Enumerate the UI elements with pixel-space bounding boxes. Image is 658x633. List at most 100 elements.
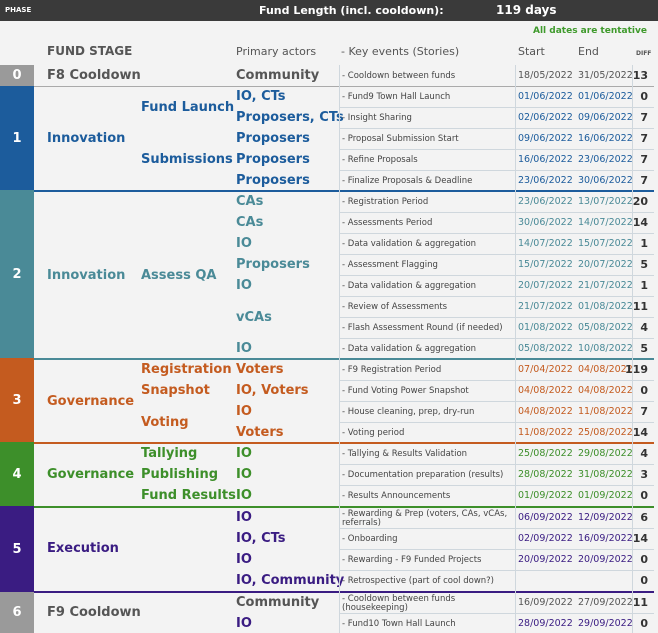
divider <box>34 591 654 593</box>
event-label: - Cooldown between funds <box>342 594 456 604</box>
start-date: 01/08/2022 <box>518 322 573 333</box>
actor-label: Voters <box>236 425 284 440</box>
start-date: 14/07/2022 <box>518 238 573 249</box>
event-label: - Finalize Proposals & Deadline <box>342 176 473 186</box>
start-date: 28/08/2022 <box>518 469 573 480</box>
start-date: 20/09/2022 <box>518 554 573 565</box>
divider <box>34 442 654 444</box>
end-date: 01/08/2022 <box>578 301 633 312</box>
stage-label: Governance <box>47 394 135 409</box>
phase-cell-5: 5 <box>0 506 34 592</box>
diff-value: 7 <box>640 132 648 145</box>
end-date: 23/06/2022 <box>578 154 633 165</box>
end-date: 10/08/2022 <box>578 343 633 354</box>
row-divider <box>339 464 654 465</box>
event-label: - Retrospective (part of cool down?) <box>342 576 494 586</box>
event-label: - Rewarding - F9 Funded Projects <box>342 555 482 565</box>
diff-value: 7 <box>640 111 648 124</box>
phase-cell-2: 2 <box>0 190 34 358</box>
phase-cell-4: 4 <box>0 442 34 506</box>
column-divider <box>515 65 516 633</box>
phase-number: 1 <box>12 130 22 146</box>
divider <box>34 86 654 87</box>
diff-value: 0 <box>640 90 648 103</box>
actor-label: Proposers <box>236 131 310 146</box>
end-date: 29/09/2022 <box>578 618 633 629</box>
substage-label: Publishing <box>141 467 219 482</box>
actor-label: IO <box>236 446 252 461</box>
phase-cell-3: 3 <box>0 358 34 442</box>
actor-label: IO <box>236 552 252 567</box>
stage-label: Governance <box>47 467 135 482</box>
diff-value: 4 <box>640 447 648 460</box>
end-date: 16/09/2022 <box>578 533 633 544</box>
end-date: 30/06/2022 <box>578 175 633 186</box>
actor-label: IO <box>236 341 252 356</box>
substage-label: Registration <box>141 362 232 377</box>
row-divider <box>339 128 654 129</box>
row-divider <box>339 296 654 297</box>
row-divider <box>339 380 654 381</box>
col-actors: Primary actors <box>236 45 317 58</box>
actor-label: Voters <box>236 362 284 377</box>
start-date: 20/07/2022 <box>518 280 573 291</box>
event-label-continued: referrals) <box>342 518 381 528</box>
start-date: 11/08/2022 <box>518 427 573 438</box>
row-divider <box>339 149 654 150</box>
substage-label: Submissions <box>141 152 233 167</box>
start-date: 25/08/2022 <box>518 448 573 459</box>
end-date: 20/07/2022 <box>578 259 633 270</box>
actor-label: IO <box>236 488 252 503</box>
tentative-note: All dates are tentative <box>533 26 647 36</box>
column-divider <box>339 65 340 633</box>
row-divider <box>339 485 654 486</box>
event-label: - Fund9 Town Hall Launch <box>342 92 451 102</box>
end-date: 25/08/2022 <box>578 427 633 438</box>
actor-label: IO, CTs <box>236 531 286 546</box>
event-label: - Rewarding & Prep (voters, CAs, vCAs, <box>342 509 508 519</box>
start-date: 16/09/2022 <box>518 597 573 608</box>
diff-value: 14 <box>632 532 648 545</box>
divider <box>34 190 654 192</box>
actor-label: IO <box>236 467 252 482</box>
row-divider <box>339 170 654 171</box>
diff-value: 6 <box>640 511 648 524</box>
stage-label: F8 Cooldown <box>47 68 141 83</box>
diff-value: 0 <box>640 489 648 502</box>
start-date: 02/06/2022 <box>518 112 573 123</box>
event-label: - Fund10 Town Hall Launch <box>342 619 456 629</box>
start-date: 09/06/2022 <box>518 133 573 144</box>
start-date: 01/06/2022 <box>518 91 573 102</box>
substage-label: Snapshot <box>141 383 210 398</box>
actor-label: Proposers, CTs <box>236 110 344 125</box>
event-label: - Results Announcements <box>342 491 451 501</box>
phase-number: 0 <box>12 68 22 83</box>
phase-cell-1: 1 <box>0 86 34 190</box>
event-label: - Assessment Flagging <box>342 260 438 270</box>
row-divider <box>339 317 654 318</box>
event-label: - Cooldown between funds <box>342 71 456 81</box>
end-date: 31/05/2022 <box>578 70 633 81</box>
substage-label: Tallying <box>141 446 198 461</box>
row-divider <box>339 338 654 339</box>
event-label: - Data validation & aggregation <box>342 344 477 354</box>
actor-label: IO, CTs <box>236 89 286 104</box>
actor-label: Proposers <box>236 257 310 272</box>
event-label: - Assessments Period <box>342 218 433 228</box>
start-date: 05/08/2022 <box>518 343 573 354</box>
row-divider <box>339 275 654 276</box>
phase-number: 4 <box>12 466 22 482</box>
col-fund-stage: FUND STAGE <box>47 44 133 58</box>
event-label: - Documentation preparation (results) <box>342 470 504 480</box>
start-date: 28/09/2022 <box>518 618 573 629</box>
end-date: 15/07/2022 <box>578 238 633 249</box>
divider <box>34 358 654 360</box>
actor-label: CAs <box>236 194 264 209</box>
phase-header: PHASE <box>5 6 32 14</box>
event-label: - Review of Assessments <box>342 302 448 312</box>
column-divider <box>632 65 633 633</box>
col-diff: DIFF <box>636 50 652 57</box>
diff-value: 0 <box>640 574 648 587</box>
actor-label: IO, Community <box>236 573 345 588</box>
diff-value: 14 <box>632 426 648 439</box>
